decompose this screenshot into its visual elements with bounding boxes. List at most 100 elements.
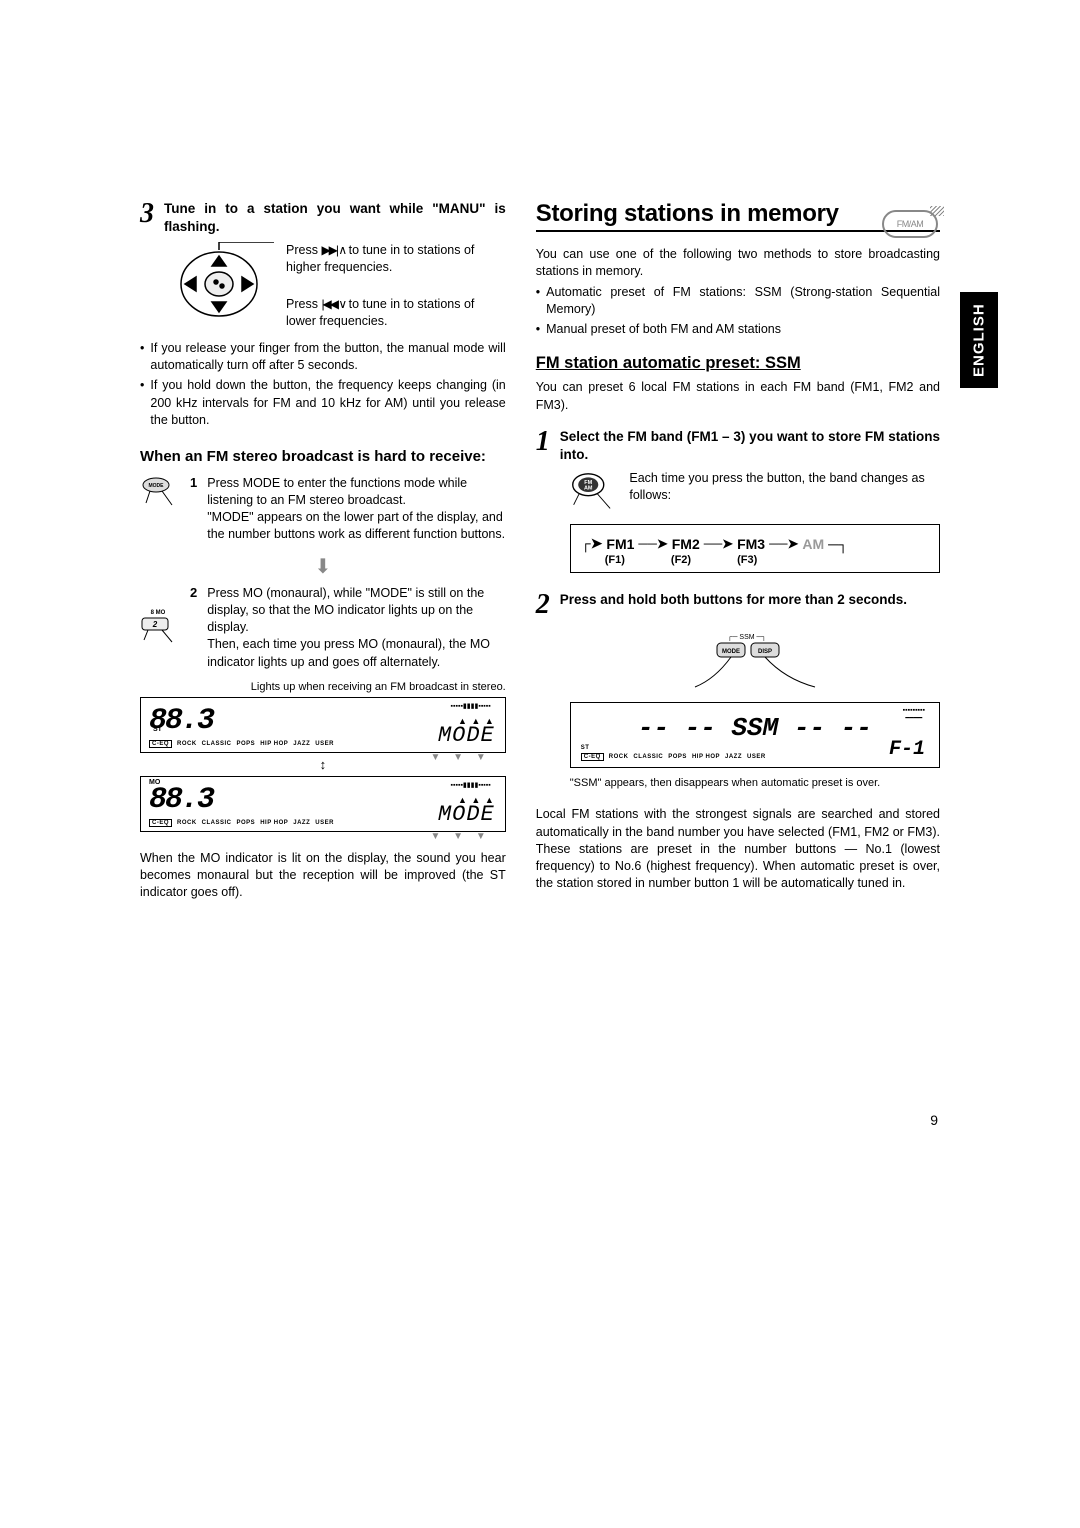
hard-receive-item-2: 8 MO 2 2 Press MO (monaural), while "MOD…: [140, 585, 506, 671]
hard-receive-heading: When an FM stereo broadcast is hard to r…: [140, 447, 506, 467]
intro-bullet-1: •Automatic preset of FM stations: SSM (S…: [536, 284, 940, 319]
ssm-heading: FM station automatic preset: SSM: [536, 354, 940, 373]
eq-hiphop2: HIP HOP: [260, 820, 288, 826]
svg-text:MODE: MODE: [722, 649, 740, 655]
eq-rock2: ROCK: [177, 820, 197, 826]
right-column: Storing stations in memory You can use o…: [536, 200, 940, 902]
ssm-eq-row: ST: [581, 745, 929, 751]
lcd1-triangle-down-icon: ▼ ▼ ▼: [431, 752, 491, 763]
band-row: ┌➤ FM1 ──➤ FM2 ──➤ FM3 ──➤ AM ─┐: [581, 535, 929, 552]
eq-jazz: JAZZ: [293, 741, 310, 747]
item1-number: 1: [190, 475, 197, 544]
step-3-number: 3: [140, 200, 154, 236]
step3-bullet-1: •If you release your finger from the but…: [140, 340, 506, 375]
item2-text: Press MO (monaural), while "MODE" is sti…: [207, 585, 506, 671]
lcd2-mo-indicator: MO: [149, 779, 160, 786]
page-number: 9: [930, 1112, 938, 1128]
ssm-classic: CLASSIC: [633, 754, 663, 760]
intro-text: You can use one of the following two met…: [536, 246, 940, 281]
fmam-button-icon: FM AM: [570, 470, 616, 514]
section-title: Storing stations in memory: [536, 200, 940, 232]
ssm-outro: Local FM stations with the strongest sig…: [536, 806, 940, 892]
band-fm1: FM1: [606, 536, 634, 552]
ssm-lcd-display: ▪▪▪▪▪▪▪▪▪━━━━ -- -- SSM -- -- ST C-EQ RO…: [570, 702, 940, 768]
language-tab: ENGLISH: [960, 292, 998, 388]
lcd2-triangle-down-icon: ▼ ▼ ▼: [431, 831, 491, 842]
mode-button-icon: MODE: [142, 475, 178, 509]
ssm-jazz: JAZZ: [725, 754, 742, 760]
page-content: 3 Tune in to a station you want while "M…: [140, 200, 940, 902]
number-button-icon: 2: [140, 616, 176, 646]
ssm-figure: ┌─ SSM ─┐ MODE DISP ▪▪▪▪▪▪▪▪▪━━━━ -- -- …: [570, 631, 940, 790]
lcd1-mode: MODE: [438, 723, 495, 748]
ssm-pops: POPS: [668, 754, 687, 760]
mo-footer-text: When the MO indicator is lit on the disp…: [140, 850, 506, 902]
eq-user2: USER: [315, 820, 334, 826]
ssm-rock: ROCK: [609, 754, 629, 760]
band-am: AM: [802, 536, 824, 552]
item2-number: 2: [190, 585, 197, 671]
lcd-stack: ▪▪▪▪▪▮▮▮▮▪▪▪▪▪ ▲ ▲ ▲ 88.3 ST C-EQ ROCK C…: [140, 697, 506, 832]
band-subs: (F1) (F2) (F3): [605, 554, 929, 566]
next-track-up-icon: ▶▶| ∧: [321, 243, 345, 257]
eq-pops: POPS: [237, 741, 256, 747]
arrow-down-icon: ⬇: [140, 554, 506, 579]
tune-down-text: Press |◀◀ ∨ to tune in to stations of lo…: [286, 296, 506, 330]
lcd-caption: Lights up when receiving an FM broadcast…: [140, 681, 506, 693]
tune-figure: Press ▶▶| ∧ to tune in to stations of hi…: [174, 242, 506, 330]
arrow-icon: ──➤: [704, 536, 733, 552]
eq-user: USER: [315, 741, 334, 747]
hard-receive-item-1: MODE 1 Press MODE to enter the functions…: [140, 475, 506, 544]
eq-jazz2: JAZZ: [293, 820, 310, 826]
ssm-step-2: 2 Press and hold both buttons for more t…: [536, 591, 940, 619]
eq-classic2: CLASSIC: [202, 820, 232, 826]
bullet1-text: If you release your finger from the butt…: [150, 340, 505, 375]
ssm-step-1: 1 Select the FM band (FM1 – 3) you want …: [536, 428, 940, 464]
intro-bullet-2: •Manual preset of both FM and AM station…: [536, 321, 940, 338]
ssm-meter-icon: ▪▪▪▪▪▪▪▪▪━━━━: [903, 707, 925, 722]
band-fm3: FM3: [737, 536, 765, 552]
svg-text:DISP: DISP: [758, 649, 772, 655]
band-fm2: FM2: [672, 536, 700, 552]
eq-ceq2: C-EQ: [149, 819, 172, 827]
prev-track-down-icon: |◀◀ ∨: [321, 297, 345, 311]
ssm-f1: F-1: [889, 738, 925, 761]
tune-up-text: Press ▶▶| ∧ to tune in to stations of hi…: [286, 242, 506, 276]
ssm-step2-number: 2: [536, 591, 550, 619]
ssm-hiphop: HIP HOP: [692, 754, 720, 760]
eq-pops2: POPS: [237, 820, 256, 826]
svg-text:2: 2: [152, 620, 158, 629]
arrow-icon: ──➤: [638, 536, 667, 552]
ssm-buttons-illustration: ┌─ SSM ─┐ MODE DISP: [675, 631, 835, 691]
fmam-badge: FM/AM: [882, 210, 938, 238]
intro-b1-text: Automatic preset of FM stations: SSM (St…: [546, 284, 940, 319]
item1-text: Press MODE to enter the functions mode w…: [207, 475, 506, 544]
tune-down-prefix: Press: [286, 297, 321, 311]
loop-start-icon: ┌➤: [581, 535, 603, 552]
band-f3: (F3): [737, 554, 757, 566]
lcd-display-2: MO ▪▪▪▪▪▮▮▮▮▪▪▪▪▪ ▲ ▲ ▲ 88.3 C-EQ ROCK C…: [140, 776, 506, 832]
band-f1: (F1): [605, 554, 625, 566]
step-3: 3 Tune in to a station you want while "M…: [140, 200, 506, 236]
band-cycle-diagram: ┌➤ FM1 ──➤ FM2 ──➤ FM3 ──➤ AM ─┐ (F1) (F…: [570, 524, 940, 573]
svg-text:MODE: MODE: [149, 483, 165, 489]
bullet2-text: If you hold down the button, the frequen…: [150, 377, 505, 429]
loop-end-icon: ─┐: [828, 536, 848, 552]
arrow-icon: ──➤: [769, 536, 798, 552]
ssm-user: USER: [747, 754, 766, 760]
step3-bullet-2: •If you hold down the button, the freque…: [140, 377, 506, 429]
ssm-caption: "SSM" appears, then disappears when auto…: [570, 776, 940, 790]
dpad-illustration: [174, 242, 274, 327]
ssm-step1-number: 1: [536, 428, 550, 464]
intro-b2-text: Manual preset of both FM and AM stations: [546, 321, 781, 338]
ssm-lcd-text: -- -- SSM -- --: [638, 713, 872, 743]
lcd2-mode: MODE: [438, 802, 495, 827]
ssm-step1-figure: FM AM Each time you press the button, th…: [570, 470, 940, 514]
ssm-intro: You can preset 6 local FM stations in ea…: [536, 379, 940, 414]
lcd-display-1: ▪▪▪▪▪▮▮▮▮▪▪▪▪▪ ▲ ▲ ▲ 88.3 ST C-EQ ROCK C…: [140, 697, 506, 753]
ssm-step1-press-text: Each time you press the button, the band…: [629, 470, 940, 514]
svg-text:┌─ SSM ─┐: ┌─ SSM ─┐: [727, 634, 766, 641]
ssm-eq-row2: C-EQ ROCK CLASSIC POPS HIP HOP JAZZ USER: [581, 753, 929, 761]
eq-ceq: C-EQ: [149, 740, 172, 748]
step-3-title: Tune in to a station you want while "MAN…: [164, 200, 506, 236]
